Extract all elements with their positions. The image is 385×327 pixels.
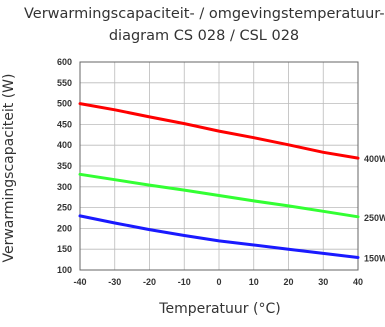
series-line-250W <box>78 172 360 219</box>
chart-title-line1: Verwarmingscapaciteit- / omgevingstemper… <box>24 6 385 22</box>
x-tick-label: -40 <box>73 277 86 287</box>
y-tick-label: 200 <box>57 223 72 233</box>
y-tick-label: 350 <box>57 161 72 171</box>
x-axis-label: Temperatuur (°C) <box>159 301 281 317</box>
y-tick-label: 300 <box>57 182 72 192</box>
y-tick-label: 450 <box>57 119 72 129</box>
x-tick-label: -10 <box>178 277 191 287</box>
x-tick-label: 30 <box>318 277 328 287</box>
x-tick-label: 10 <box>249 277 259 287</box>
y-tick-label: 600 <box>57 57 72 67</box>
x-tick-label: -30 <box>108 277 121 287</box>
x-tick-label: 20 <box>283 277 293 287</box>
x-tick-label: 0 <box>216 277 221 287</box>
y-tick-label: 550 <box>57 78 72 88</box>
series-label-400W: 400W <box>364 154 385 164</box>
series-label-250W: 250W <box>364 213 385 223</box>
y-tick-label: 250 <box>57 203 72 213</box>
series-line-400W <box>78 102 360 160</box>
y-tick-label: 100 <box>57 265 72 275</box>
y-tick-label: 500 <box>57 99 72 109</box>
chart-title-line2: diagram CS 028 / CSL 028 <box>108 28 300 44</box>
series-line-150W <box>78 214 360 259</box>
y-tick-label: 400 <box>57 140 72 150</box>
x-tick-label: -20 <box>143 277 156 287</box>
x-tick-label: 40 <box>353 277 363 287</box>
series-label-150W: 150W <box>364 254 385 264</box>
plot-frame <box>79 61 359 271</box>
y-tick-label: 150 <box>57 244 72 254</box>
